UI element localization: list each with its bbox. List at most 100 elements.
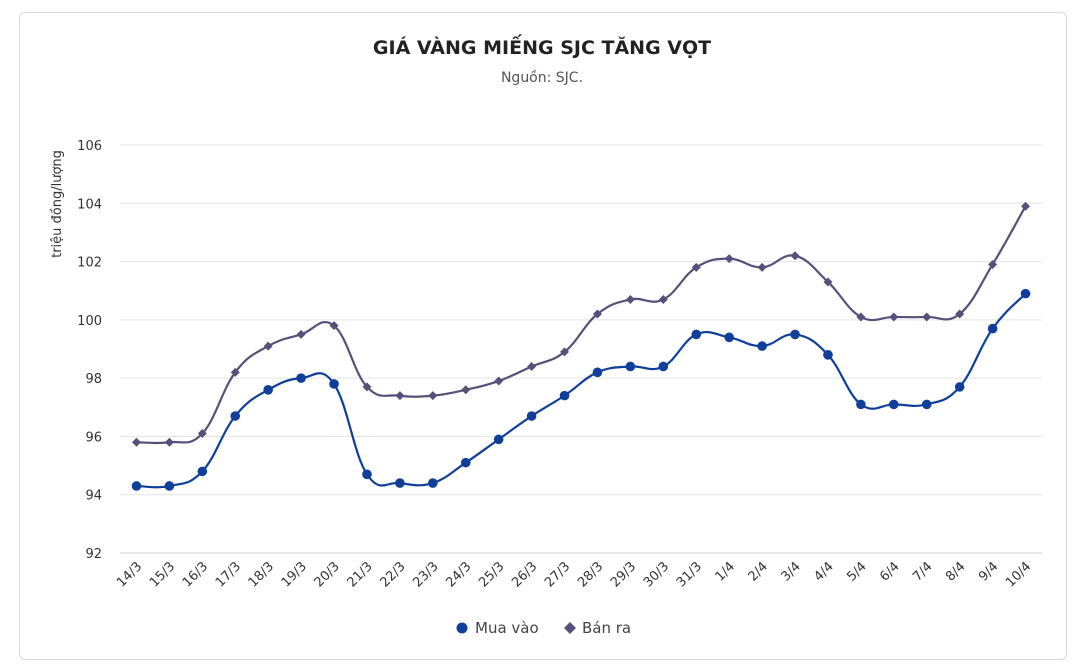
- data-point-mua-vao[interactable]: [131, 481, 142, 491]
- data-point-ban-ra[interactable]: [197, 429, 207, 439]
- data-point-ban-ra[interactable]: [889, 312, 899, 322]
- series-layer: [131, 201, 1031, 491]
- data-point-mua-vao[interactable]: [757, 341, 767, 351]
- x-tick-label: 30/3: [641, 559, 672, 590]
- chart-subtitle: Nguồn: SJC.: [501, 69, 583, 86]
- x-tick-label: 9/4: [976, 559, 1001, 584]
- data-point-ban-ra[interactable]: [790, 251, 800, 261]
- data-point-ban-ra[interactable]: [494, 376, 504, 386]
- data-point-mua-vao[interactable]: [954, 382, 965, 392]
- data-point-ban-ra[interactable]: [263, 341, 273, 351]
- y-axis-label: triệu đồng/lượng: [50, 150, 65, 258]
- data-point-mua-vao[interactable]: [1020, 288, 1031, 299]
- legend-label-mua-vao: Mua vào: [475, 619, 539, 637]
- x-tick-label: 10/4: [1003, 559, 1034, 590]
- y-tick-label: 98: [85, 372, 102, 387]
- data-point-mua-vao[interactable]: [559, 390, 570, 401]
- data-point-ban-ra[interactable]: [527, 361, 537, 371]
- x-tick-label: 21/3: [345, 559, 376, 590]
- data-point-mua-vao[interactable]: [460, 457, 471, 468]
- legend-item-ban-ra[interactable]: Bán ra: [564, 619, 631, 637]
- legend-item-mua-vao[interactable]: Mua vào: [456, 619, 539, 637]
- data-point-mua-vao[interactable]: [592, 367, 603, 378]
- data-point-mua-vao[interactable]: [230, 411, 241, 421]
- data-point-ban-ra[interactable]: [856, 312, 866, 322]
- data-point-ban-ra[interactable]: [362, 382, 372, 392]
- data-point-ban-ra[interactable]: [691, 262, 701, 272]
- x-tick-label: 6/4: [877, 559, 902, 584]
- data-point-mua-vao[interactable]: [790, 329, 800, 340]
- y-tick-label: 92: [85, 547, 102, 562]
- x-tick-label: 16/3: [180, 559, 211, 590]
- data-point-ban-ra[interactable]: [658, 294, 668, 304]
- legend: Mua vào Bán ra: [456, 619, 631, 637]
- data-point-ban-ra[interactable]: [230, 367, 240, 377]
- x-tick-label: 28/3: [575, 559, 606, 590]
- data-point-ban-ra[interactable]: [131, 437, 141, 447]
- data-point-mua-vao[interactable]: [625, 361, 636, 372]
- x-tick-label: 7/4: [910, 559, 935, 584]
- data-point-mua-vao[interactable]: [856, 399, 866, 410]
- legend-label-ban-ra: Bán ra: [582, 619, 631, 637]
- data-point-mua-vao[interactable]: [329, 379, 339, 389]
- data-point-ban-ra[interactable]: [560, 347, 570, 357]
- data-point-ban-ra[interactable]: [757, 262, 767, 272]
- x-tick-label: 5/4: [844, 559, 869, 584]
- data-point-mua-vao[interactable]: [263, 385, 273, 395]
- data-point-mua-vao[interactable]: [658, 361, 669, 372]
- x-tick-label: 23/3: [410, 559, 441, 590]
- data-point-ban-ra[interactable]: [724, 254, 734, 264]
- data-point-mua-vao[interactable]: [197, 466, 208, 477]
- data-point-mua-vao[interactable]: [987, 323, 998, 334]
- data-point-mua-vao[interactable]: [493, 434, 504, 445]
- x-tick-label: 24/3: [443, 559, 474, 590]
- x-tick-label: 1/4: [713, 559, 738, 584]
- x-tick-label: 18/3: [246, 559, 277, 590]
- data-point-ban-ra[interactable]: [395, 391, 405, 401]
- data-point-mua-vao[interactable]: [164, 481, 175, 491]
- data-point-mua-vao[interactable]: [921, 399, 932, 410]
- data-point-mua-vao[interactable]: [691, 329, 702, 340]
- x-tick-label: 2/4: [746, 559, 771, 584]
- x-tick-label: 19/3: [279, 559, 310, 590]
- chart-title: GIÁ VÀNG MIẾNG SJC TĂNG VỌT: [373, 33, 711, 59]
- data-point-mua-vao[interactable]: [395, 478, 405, 488]
- x-tick-label: 25/3: [476, 559, 507, 590]
- x-tick-label: 27/3: [542, 559, 573, 590]
- data-point-mua-vao[interactable]: [724, 332, 734, 343]
- data-point-ban-ra[interactable]: [1021, 201, 1031, 211]
- data-point-ban-ra[interactable]: [592, 309, 602, 319]
- x-tick-label: 14/3: [114, 559, 145, 590]
- series-line-ban-ra: [136, 205, 1027, 445]
- data-point-mua-vao[interactable]: [428, 478, 438, 488]
- data-point-mua-vao[interactable]: [296, 373, 306, 383]
- data-point-mua-vao[interactable]: [526, 411, 537, 421]
- data-point-ban-ra[interactable]: [955, 309, 965, 319]
- y-tick-label: 96: [85, 430, 102, 445]
- data-point-ban-ra[interactable]: [823, 277, 833, 287]
- data-point-ban-ra[interactable]: [461, 385, 471, 395]
- data-point-mua-vao[interactable]: [362, 469, 372, 480]
- y-tick-label: 102: [77, 256, 102, 271]
- data-point-ban-ra[interactable]: [164, 437, 174, 447]
- x-tick-label: 15/3: [147, 559, 178, 590]
- x-tick-label: 20/3: [312, 559, 343, 590]
- y-axis-ticks: 92 94 96 98 100 102 104 106: [77, 139, 102, 562]
- data-point-mua-vao[interactable]: [889, 399, 899, 410]
- data-point-ban-ra[interactable]: [329, 321, 339, 331]
- x-axis-ticks: 14/3 15/3 16/3 17/3 18/3 19/3 20/3 21/3 22/3 23/3…: [114, 559, 1034, 590]
- series-line-mua-vao: [136, 292, 1027, 489]
- data-point-ban-ra[interactable]: [922, 312, 932, 322]
- chart-card: [19, 12, 1067, 660]
- x-tick-label: 22/3: [377, 559, 408, 590]
- data-point-ban-ra[interactable]: [296, 329, 306, 339]
- data-point-ban-ra[interactable]: [428, 391, 438, 401]
- legend-marker-mua-vao: [456, 622, 468, 634]
- series-ban-ra: [131, 201, 1031, 447]
- data-point-ban-ra[interactable]: [988, 259, 998, 269]
- data-point-ban-ra[interactable]: [625, 294, 635, 304]
- x-tick-label: 3/4: [778, 559, 803, 584]
- y-tick-label: 106: [77, 139, 102, 154]
- data-point-mua-vao[interactable]: [823, 350, 833, 360]
